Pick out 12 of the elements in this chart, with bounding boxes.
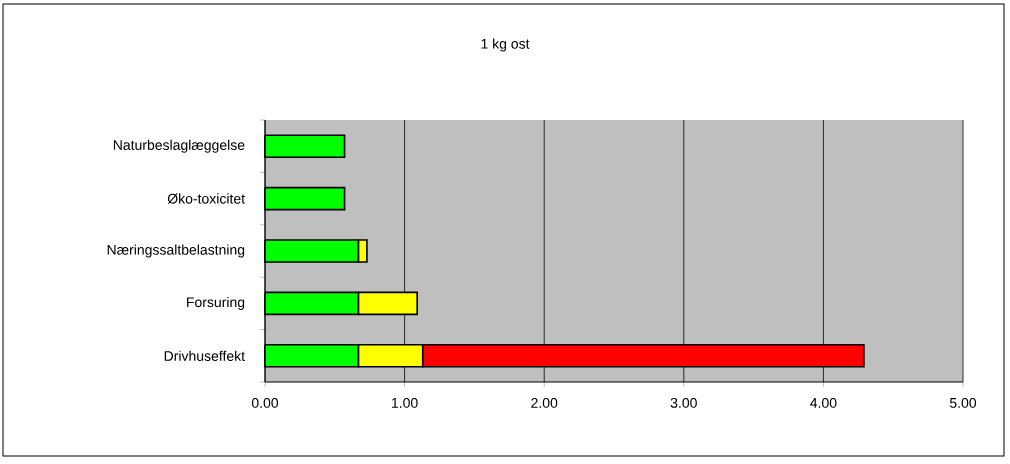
y-tick-label: Drivhuseffekt [164, 350, 245, 361]
x-tick-label: 1.00 [392, 397, 418, 408]
x-tick-label: 3.00 [670, 397, 697, 408]
x-tick-label: 4.00 [810, 397, 837, 408]
x-tick-label: 0.00 [251, 397, 279, 408]
chart-title: 1 kg ost [481, 38, 530, 52]
y-tick-label: Øko-toxicitet [167, 193, 245, 204]
y-tick-label: Forsuring [187, 296, 245, 310]
x-tick-label: 5.00 [949, 397, 977, 408]
x-tick-label: 2.00 [531, 397, 558, 408]
y-tick-label: Naturbeslaglæggelse [113, 139, 245, 153]
y-tick-label: Næringssaltbelastning [107, 244, 245, 258]
